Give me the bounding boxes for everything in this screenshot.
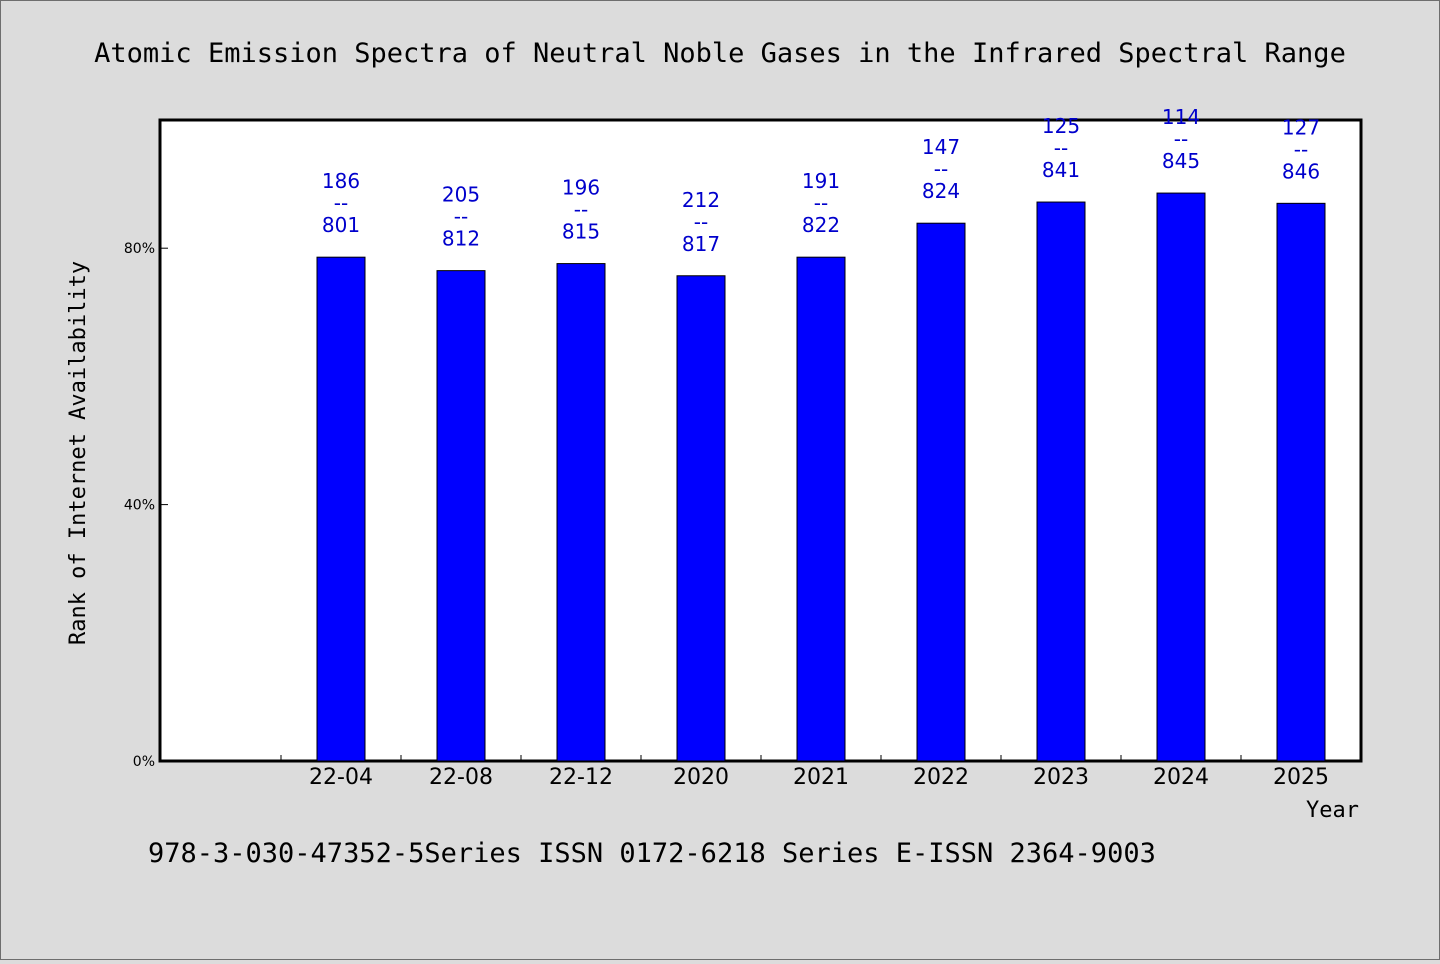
bar-data-label: 817: [682, 232, 720, 256]
x-tick-label: 2023: [1033, 765, 1089, 790]
bar-data-label: 186: [322, 169, 360, 193]
bar: [916, 222, 966, 762]
bar-data-label: --: [334, 191, 348, 215]
bar-data-label: 147: [922, 135, 960, 159]
bar-data-label: --: [1294, 137, 1308, 161]
y-tick-label: 40%: [124, 498, 155, 514]
bar-data-label: 114: [1162, 105, 1200, 129]
chart-title: Atomic Emission Spectra of Neutral Noble…: [94, 38, 1346, 69]
bar-data-label: --: [814, 191, 828, 215]
bar-data-label: 846: [1282, 159, 1320, 183]
bar-data-label: 822: [802, 213, 840, 237]
chart-marks: 0%40%80%22-04186--80122-08205--81222-121…: [124, 105, 1362, 790]
x-tick-label: 2021: [793, 765, 849, 790]
bar-data-label: 205: [442, 183, 480, 207]
bar: [436, 270, 486, 762]
y-tick-label: 80%: [124, 241, 155, 257]
bar-data-label: --: [934, 157, 948, 181]
bar-data-label: --: [574, 198, 588, 222]
bar-data-label: 191: [802, 169, 840, 193]
bar-data-label: 812: [442, 227, 480, 251]
x-tick-label: 2022: [913, 765, 969, 790]
x-tick-label: 2025: [1273, 765, 1329, 790]
bar: [676, 275, 726, 762]
bar-data-label: 125: [1042, 114, 1080, 138]
bar-data-label: 815: [562, 220, 600, 244]
x-tick-label: 2020: [673, 765, 729, 790]
x-axis-title: Year: [1306, 798, 1359, 823]
x-tick-label: 22-12: [549, 765, 613, 790]
y-axis-title: Rank of Internet Availability: [66, 261, 91, 645]
bar-data-label: --: [454, 205, 468, 229]
bar-data-label: --: [694, 210, 708, 234]
footer-text: 978-3-030-47352-5Series ISSN 0172-6218 S…: [148, 838, 1156, 869]
y-tick-label: 0%: [133, 754, 155, 770]
bar-data-label: --: [1054, 136, 1068, 160]
bar-data-label: 212: [682, 188, 720, 212]
x-tick-label: 22-08: [429, 765, 493, 790]
bar-data-label: 196: [562, 176, 600, 200]
bar-data-label: --: [1174, 127, 1188, 151]
bar-data-label: 845: [1162, 149, 1200, 173]
bar-data-label: 127: [1282, 115, 1320, 139]
bar: [1276, 202, 1326, 762]
bar: [556, 263, 606, 762]
bar-data-label: 841: [1042, 158, 1080, 182]
bar-data-label: 801: [322, 213, 360, 237]
x-tick-label: 2024: [1153, 765, 1209, 790]
bar: [316, 256, 366, 762]
bar: [1156, 192, 1206, 762]
x-tick-label: 22-04: [309, 765, 373, 790]
bar-data-label: 824: [922, 179, 960, 203]
bar: [1036, 201, 1086, 762]
bar: [796, 256, 846, 762]
